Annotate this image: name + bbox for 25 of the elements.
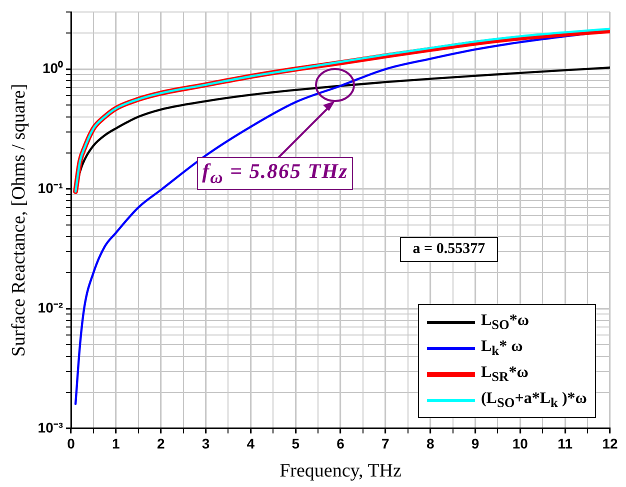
legend-label: L$_{SO}$*ω [480,312,530,333]
x-tick-label: 5 [292,436,300,452]
x-tick-label: 7 [382,436,390,452]
annotation: f$_{ω}$ = 5.865 THz [197,157,354,190]
x-tick-label: 11 [558,436,573,452]
y-tick-label: 10⁻³ [38,419,64,436]
x-tick-label: 1 [112,436,120,452]
x-tick-label: 8 [426,436,434,452]
x-tick-label: 4 [246,436,255,452]
x-tick-label: 6 [336,436,345,452]
legend-label: L$_{k}$* ω [480,338,523,359]
y-tick-label: 10⁻¹ [38,180,64,196]
annotation: a = 0.55377 [400,236,498,262]
legend-label: L$_{SR}$*ω [480,364,528,385]
x-tick-label: 2 [156,436,165,452]
y-tick-label: 10⁰ [42,60,64,76]
x-tick-label: 9 [471,436,480,452]
x-tick-label: 3 [202,436,210,452]
x-tick-label: 10 [512,436,528,452]
legend-label: (L$_{SO}$+a*L$_{k}$ )*ω [480,390,587,411]
y-tick-label: 10⁻² [38,300,64,316]
x-tick-label: 0 [67,436,76,452]
x-tick-label: 12 [602,436,618,452]
y-axis-title: Surface Reactance, [Ohms / square] [8,84,30,357]
x-axis-title: Frequency, THz [280,460,402,482]
